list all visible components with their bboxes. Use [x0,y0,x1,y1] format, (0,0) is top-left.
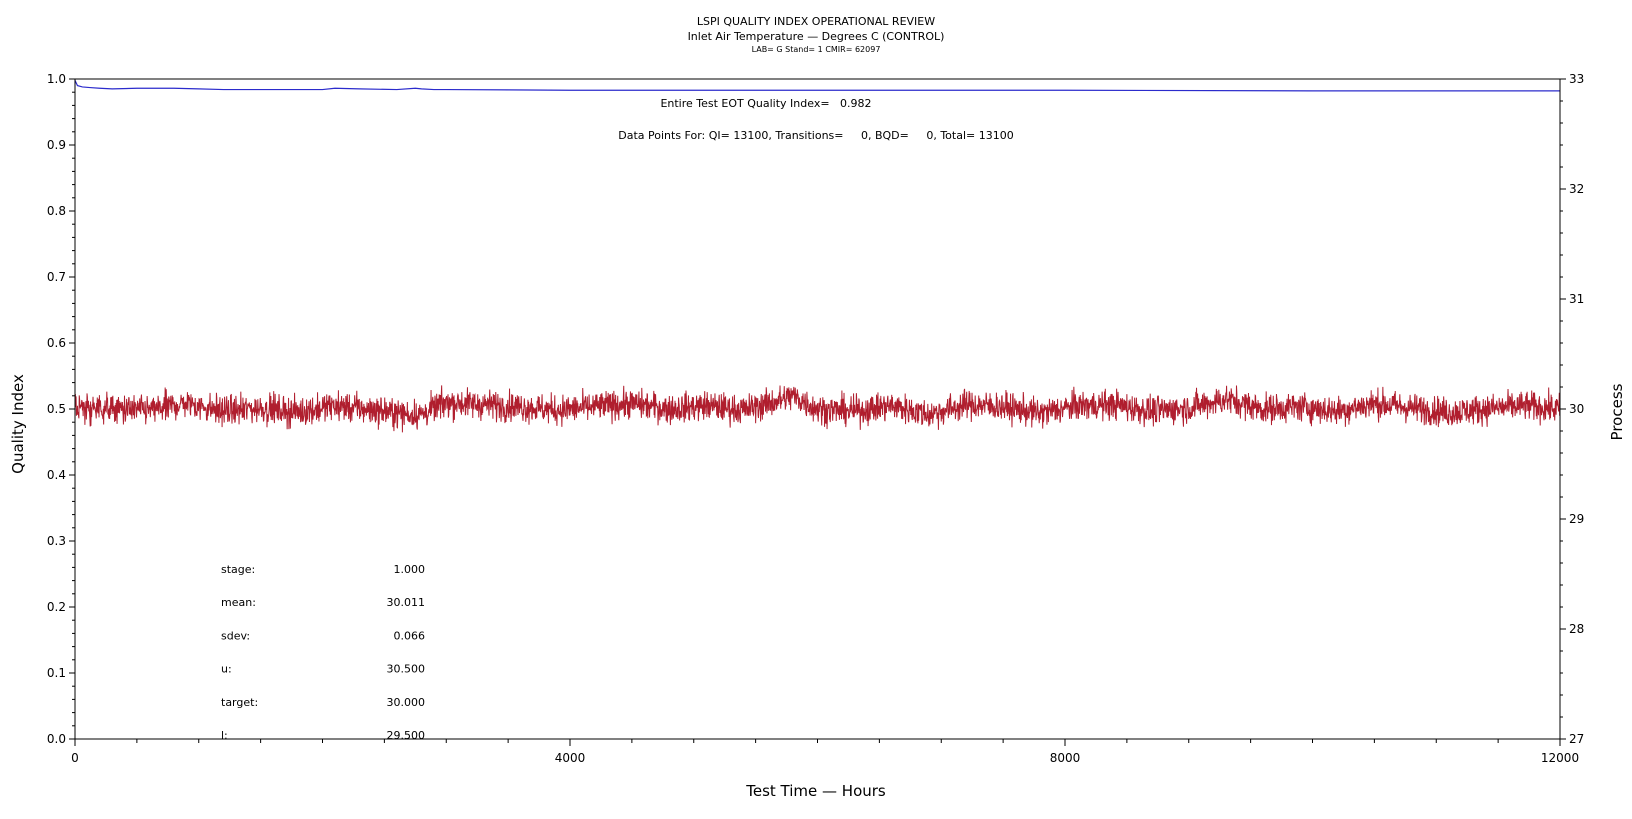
chart-caption: LAB= G Stand= 1 CMIR= 62097 [752,45,881,54]
stat-value: 1.000 [394,563,426,576]
annotation-data-points: Data Points For: QI= 13100, Transitions=… [618,129,1013,142]
stat-value: 30.500 [387,663,426,676]
stats-table: stage: 1.000 mean: 30.011 sdev: 0.066 u: 30.500… [221,563,425,742]
chart-subtitle: Inlet Air Temperature — Degrees C (CONTR… [688,30,945,43]
y-tick-label: 0.8 [47,204,66,218]
y-tick-label: 0.4 [47,468,66,482]
y2-tick-label: 29 [1569,512,1584,526]
stat-label: target: [221,696,258,709]
stat-label: mean: [221,596,256,609]
stat-label: u: [221,663,232,676]
y-axis-label: Quality Index [9,374,27,474]
y2-tick-label: 28 [1569,622,1584,636]
y-tick-label: 0.7 [47,270,66,284]
process-series [74,385,1561,433]
y-tick-label: 0.2 [47,600,66,614]
quality-index-line [74,80,1560,92]
y-tick-label: 0.5 [47,402,66,416]
quality-index-series [74,80,1560,92]
y-tick-label: 0.0 [47,732,66,746]
stat-label: stage: [221,563,255,576]
annotation-eot-quality-index: Entire Test EOT Quality Index= 0.982 [660,97,871,110]
process-line [74,385,1561,433]
y2-tick-label: 33 [1569,72,1584,86]
y2-axis-label: Process [1608,383,1626,440]
y2-tick-label: 32 [1569,182,1584,196]
x-tick-label: 8000 [1050,751,1081,765]
x-axis-label: Test Time — Hours [745,782,886,800]
stat-value: 30.011 [387,596,426,609]
y2-tick-label: 31 [1569,292,1584,306]
x-tick-label: 0 [71,751,79,765]
stat-value: 0.066 [394,629,426,642]
x-tick-label: 4000 [555,751,586,765]
stat-value: 29.500 [387,729,426,742]
y-tick-label: 0.9 [47,138,66,152]
stat-label: sdev: [221,629,250,642]
x-tick-label: 12000 [1541,751,1579,765]
y2-tick-label: 30 [1569,402,1584,416]
stat-label: l: [221,729,228,742]
y-tick-label: 0.1 [47,666,66,680]
y-tick-label: 1.0 [47,72,66,86]
y-tick-label: 0.3 [47,534,66,548]
y-tick-label: 0.6 [47,336,66,350]
y2-tick-label: 27 [1569,732,1584,746]
chart-title: LSPI QUALITY INDEX OPERATIONAL REVIEW [697,15,935,28]
stat-value: 30.000 [387,696,426,709]
